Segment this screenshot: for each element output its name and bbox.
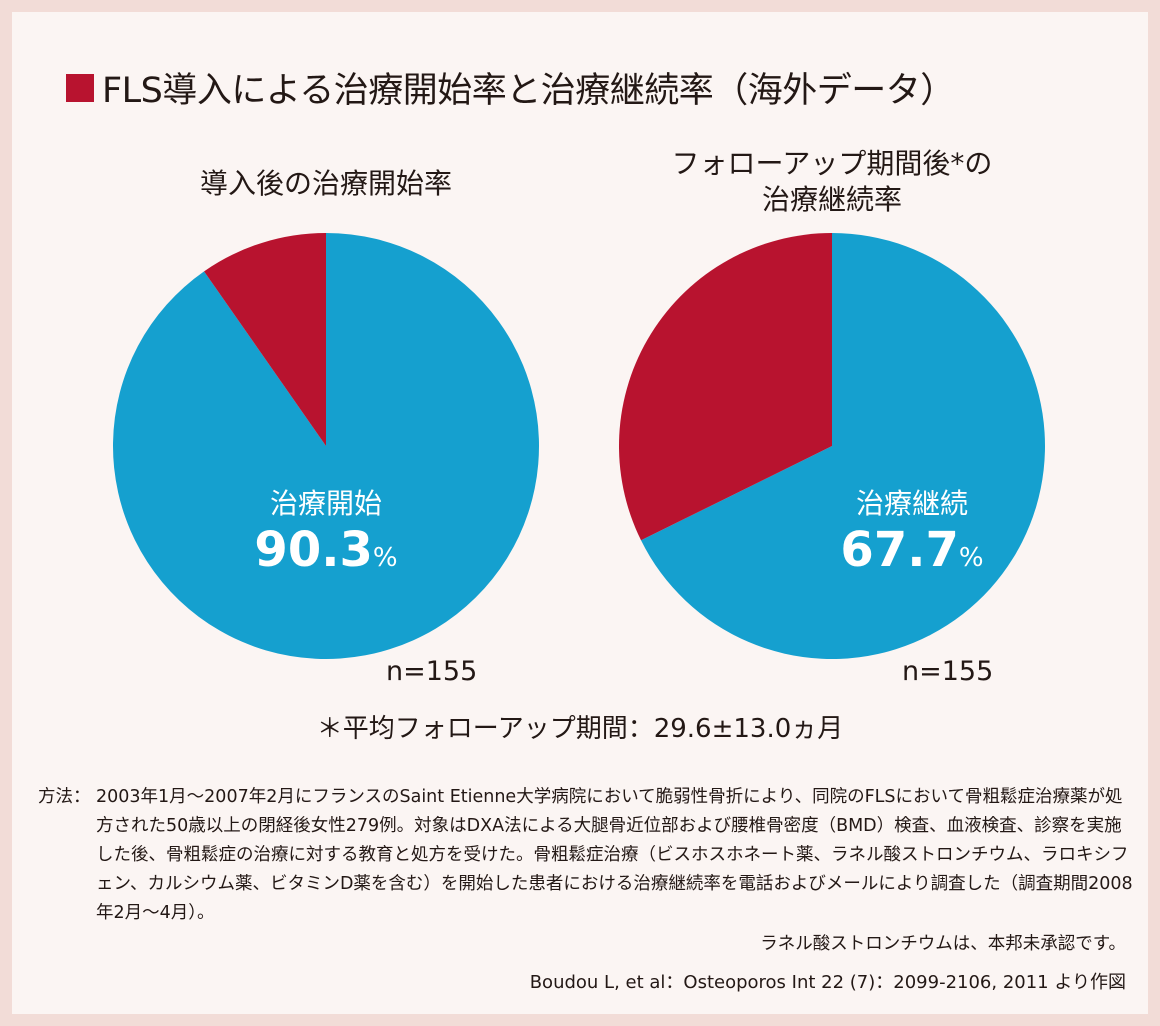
pie2-slice-main [641,233,1045,660]
pie1-slice-rest [204,233,326,446]
pie1-title: 導入後の治療開始率 [199,167,452,200]
pie2-slice-rest [618,233,832,541]
pie1-value: 90.3 [254,522,373,578]
method: 方法： 2003年1月～2007年2月にフランスのSaint Etienne大学… [38,783,1136,928]
unapproved-note: ラネル酸ストロンチウムは、本邦未承認です。 [760,934,1126,954]
pie2 [618,233,1045,660]
reference: Boudou L, et al：Osteoporos Int 22 (7)：20… [529,972,1126,993]
footnote: ＊平均フォローアップ期間：29.6±13.0ヵ月 [316,714,844,744]
pie1-category: 治療開始 [269,487,382,520]
pie1-unit: % [372,543,398,573]
pie1-n: n=155 [386,656,478,687]
title-text: FLS導入による治療開始率と治療継続率（海外データ） [102,71,955,111]
pie2-value: 67.7 [840,522,959,578]
method-heading: 方法： [38,787,91,807]
pie2-title-line2: 治療継続率 [761,183,902,216]
pie1 [112,233,539,659]
pie2-title: フォローアップ期間後*の 治療継続率 [632,146,1032,218]
pie2-label: 治療継続 67.7% [782,482,1042,578]
pie1-label: 治療開始 90.3% [196,482,456,578]
method-body: 2003年1月～2007年2月にフランスのSaint Etienne大学病院にお… [96,787,1133,923]
title-square-icon [66,73,94,102]
pie2-n: n=155 [902,656,994,687]
pie1-slice-main [112,233,539,659]
pie2-unit: % [958,543,984,573]
pie2-title-line1: フォローアップ期間後*の [671,147,993,180]
chart-title: FLS導入による治療開始率と治療継続率（海外データ） [66,62,955,113]
pie2-category: 治療継続 [855,487,968,520]
